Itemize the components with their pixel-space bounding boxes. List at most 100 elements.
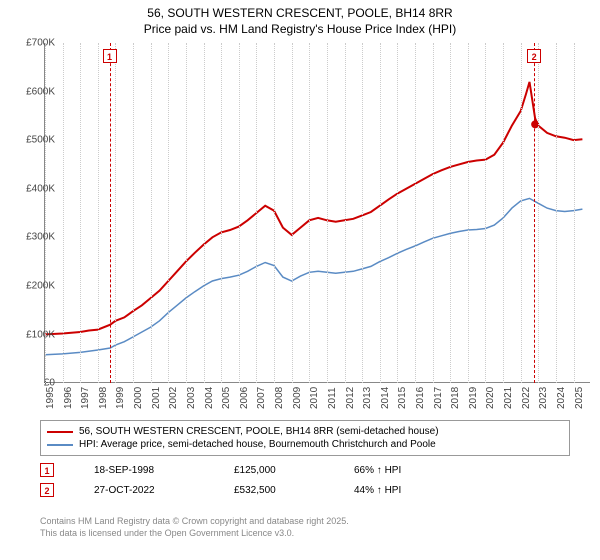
x-gridline: [556, 43, 557, 383]
legend-row: HPI: Average price, semi-detached house,…: [47, 438, 563, 451]
x-gridline: [221, 43, 222, 383]
x-tick-label: 2025: [574, 387, 585, 409]
legend-label: 56, SOUTH WESTERN CRESCENT, POOLE, BH14 …: [79, 426, 439, 437]
x-tick-label: 1998: [98, 387, 109, 409]
marker-box-2: 2: [527, 49, 541, 63]
x-tick-label: 2014: [380, 387, 391, 409]
x-tick-label: 2019: [468, 387, 479, 409]
legend-swatch: [47, 431, 73, 433]
x-gridline: [485, 43, 486, 383]
sale-price: £532,500: [234, 485, 314, 496]
y-tick-label: £400K: [15, 183, 55, 194]
x-gridline: [239, 43, 240, 383]
footer-line1: Contains HM Land Registry data © Crown c…: [40, 516, 349, 528]
y-tick-label: £600K: [15, 86, 55, 97]
y-tick-label: £500K: [15, 135, 55, 146]
x-gridline: [63, 43, 64, 383]
series-price_paid: [45, 82, 582, 335]
x-tick-label: 2024: [556, 387, 567, 409]
plot-region: £0£100K£200K£300K£400K£500K£600K£700K199…: [44, 43, 590, 383]
y-tick-label: £100K: [15, 329, 55, 340]
x-tick-label: 2022: [521, 387, 532, 409]
x-tick-label: 2010: [309, 387, 320, 409]
x-tick-label: 1997: [80, 387, 91, 409]
x-gridline: [151, 43, 152, 383]
x-tick-label: 1996: [63, 387, 74, 409]
x-tick-label: 2023: [538, 387, 549, 409]
x-gridline: [450, 43, 451, 383]
chart-area: £0£100K£200K£300K£400K£500K£600K£700K199…: [30, 43, 590, 403]
x-gridline: [433, 43, 434, 383]
x-gridline: [309, 43, 310, 383]
x-gridline: [204, 43, 205, 383]
x-tick-label: 2017: [433, 387, 444, 409]
y-tick-label: £300K: [15, 232, 55, 243]
title-line2: Price paid vs. HM Land Registry's House …: [0, 22, 600, 38]
x-tick-label: 1995: [45, 387, 56, 409]
x-tick-label: 2000: [133, 387, 144, 409]
marker-line-1: [110, 43, 111, 383]
x-tick-label: 2001: [151, 387, 162, 409]
x-tick-label: 2015: [397, 387, 408, 409]
x-tick-label: 2007: [256, 387, 267, 409]
x-tick-label: 2009: [292, 387, 303, 409]
x-gridline: [292, 43, 293, 383]
x-gridline: [574, 43, 575, 383]
y-tick-label: £200K: [15, 281, 55, 292]
x-tick-label: 2020: [485, 387, 496, 409]
x-tick-label: 2018: [450, 387, 461, 409]
sale-marker: 1: [40, 463, 54, 477]
series-hpi: [45, 199, 582, 355]
x-gridline: [380, 43, 381, 383]
x-tick-label: 2005: [221, 387, 232, 409]
legend-box: 56, SOUTH WESTERN CRESCENT, POOLE, BH14 …: [40, 420, 570, 456]
x-gridline: [468, 43, 469, 383]
x-tick-label: 2006: [239, 387, 250, 409]
legend-swatch: [47, 444, 73, 446]
x-gridline: [274, 43, 275, 383]
x-gridline: [521, 43, 522, 383]
x-gridline: [503, 43, 504, 383]
sale-row: 1 18-SEP-1998 £125,000 66% ↑ HPI: [40, 460, 401, 480]
x-gridline: [415, 43, 416, 383]
x-tick-label: 2012: [345, 387, 356, 409]
x-tick-label: 2004: [204, 387, 215, 409]
sale-price: £125,000: [234, 465, 314, 476]
x-gridline: [168, 43, 169, 383]
sale-delta: 66% ↑ HPI: [354, 465, 401, 476]
x-tick-label: 2011: [327, 388, 338, 410]
marker-box-1: 1: [103, 49, 117, 63]
sales-table: 118-SEP-1998£125,00066% ↑ HPI227-OCT-202…: [40, 460, 401, 500]
x-gridline: [80, 43, 81, 383]
x-gridline: [397, 43, 398, 383]
chart-container: 56, SOUTH WESTERN CRESCENT, POOLE, BH14 …: [0, 0, 600, 560]
title-line1: 56, SOUTH WESTERN CRESCENT, POOLE, BH14 …: [0, 6, 600, 22]
legend-label: HPI: Average price, semi-detached house,…: [79, 439, 436, 450]
x-gridline: [362, 43, 363, 383]
sale-date: 27-OCT-2022: [94, 485, 194, 496]
x-tick-label: 2003: [186, 387, 197, 409]
marker-line-2: [534, 43, 535, 383]
x-tick-label: 2016: [415, 387, 426, 409]
footer-text: Contains HM Land Registry data © Crown c…: [40, 516, 349, 539]
line-svg: [45, 43, 591, 383]
sale-row: 227-OCT-2022£532,50044% ↑ HPI: [40, 480, 401, 500]
x-tick-label: 2002: [168, 387, 179, 409]
x-gridline: [45, 43, 46, 383]
x-tick-label: 2008: [274, 387, 285, 409]
chart-title: 56, SOUTH WESTERN CRESCENT, POOLE, BH14 …: [0, 0, 600, 39]
x-tick-label: 2013: [362, 387, 373, 409]
x-gridline: [327, 43, 328, 383]
sale-delta: 44% ↑ HPI: [354, 485, 401, 496]
y-tick-label: £700K: [15, 38, 55, 49]
x-gridline: [115, 43, 116, 383]
x-gridline: [538, 43, 539, 383]
legend-row: 56, SOUTH WESTERN CRESCENT, POOLE, BH14 …: [47, 425, 563, 438]
x-gridline: [345, 43, 346, 383]
footer-line2: This data is licensed under the Open Gov…: [40, 528, 349, 540]
x-gridline: [186, 43, 187, 383]
sale-date: 18-SEP-1998: [94, 465, 194, 476]
x-gridline: [98, 43, 99, 383]
x-gridline: [133, 43, 134, 383]
x-tick-label: 1999: [115, 387, 126, 409]
